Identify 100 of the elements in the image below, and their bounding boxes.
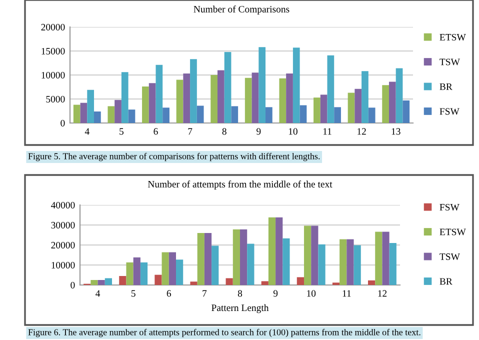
bar [232, 229, 240, 285]
bar [128, 110, 136, 123]
bar [382, 232, 390, 285]
x-tick-label: 6 [154, 128, 158, 135]
x-axis-title: Pattern Length [212, 304, 269, 314]
bar [368, 280, 376, 285]
x-tick-label: 9 [273, 290, 278, 297]
bar [300, 105, 307, 123]
bar [119, 276, 126, 285]
x-tick-label: 13 [392, 128, 400, 135]
y-tick-label: 15000 [42, 48, 65, 54]
bar [204, 233, 212, 285]
x-tick-label: 6 [166, 290, 172, 297]
bar [258, 47, 266, 123]
x-tick-label: 5 [131, 290, 136, 297]
bar [210, 75, 218, 123]
bar [362, 71, 368, 123]
bar [142, 86, 149, 123]
x-tick-label: 12 [358, 128, 366, 135]
bar [314, 98, 320, 123]
caption: Figure 5. The average number of comparisons for patterns with different lengths. [28, 152, 320, 162]
bar [252, 72, 259, 123]
bar [231, 106, 238, 123]
bar [244, 78, 252, 123]
bar [240, 229, 248, 285]
bar [217, 70, 224, 123]
bar [402, 100, 410, 123]
bar [90, 280, 98, 285]
x-tick-label: 12 [378, 290, 387, 297]
y-tick-label: 0 [60, 120, 65, 126]
bar [334, 107, 341, 123]
x-tick-label: 10 [288, 128, 298, 135]
bar [80, 102, 88, 123]
bar [286, 74, 293, 123]
x-tick-label: 11 [342, 290, 351, 297]
x-tick-label: 5 [120, 128, 124, 135]
y-tick-label: 5000 [46, 96, 65, 102]
bar [168, 252, 176, 285]
bar [276, 217, 283, 285]
bar [98, 280, 105, 285]
bar [382, 85, 389, 123]
y-tick-label: 20000 [51, 242, 75, 248]
bar [266, 107, 272, 123]
x-tick-label: 10 [307, 290, 316, 297]
bar [354, 245, 361, 285]
bar [114, 100, 122, 123]
bar [154, 274, 162, 285]
x-tick-label: 9 [256, 128, 261, 135]
bar [212, 246, 219, 285]
chart-title: Number of attempts from the middle of the text [148, 180, 332, 190]
bar [183, 74, 190, 123]
legend-label: FSW [440, 108, 460, 115]
bar [190, 282, 198, 285]
bar [282, 238, 290, 285]
bar [197, 233, 204, 285]
bar [320, 94, 328, 123]
bar [340, 239, 347, 285]
y-tick-label: 10000 [52, 262, 75, 268]
bar [327, 55, 334, 123]
bar [318, 244, 326, 285]
legend-label: TSW [440, 58, 460, 66]
bar [126, 262, 134, 285]
bar [388, 82, 396, 123]
legend-label: TSW [440, 253, 460, 260]
bar [148, 83, 156, 123]
bar [375, 232, 382, 285]
bar [348, 92, 355, 123]
bar [104, 278, 112, 285]
x-tick-label: 7 [202, 290, 207, 297]
bar [87, 90, 94, 123]
x-tick-label: 11 [323, 128, 332, 135]
y-tick-label: 20000 [41, 24, 65, 30]
legend-label: BR [440, 278, 452, 285]
bar [140, 262, 148, 285]
legend-label: ETSW [440, 228, 466, 236]
bar [311, 226, 318, 285]
x-tick-label: 8 [222, 128, 226, 135]
bar [389, 243, 396, 285]
bar [94, 111, 101, 123]
bar [162, 252, 169, 285]
bar [226, 278, 233, 285]
bar [346, 239, 354, 285]
x-tick-label: 7 [188, 128, 192, 135]
y-tick-label: 0 [70, 282, 75, 288]
y-tick-label: 30000 [51, 222, 75, 228]
bar [162, 108, 170, 123]
bar [224, 52, 232, 123]
bar [176, 260, 184, 285]
bar [354, 88, 362, 123]
bar [176, 80, 184, 123]
legend-label: FSW [440, 204, 460, 211]
bar [156, 64, 163, 123]
chart-title: Number of Comparisons [194, 6, 290, 14]
bar [247, 244, 254, 285]
x-tick-label: 8 [238, 290, 242, 297]
bar [108, 106, 115, 123]
bar [279, 78, 286, 123]
y-tick-label: 10000 [42, 72, 65, 78]
x-tick-label: 4 [96, 290, 100, 297]
bar [268, 217, 276, 285]
